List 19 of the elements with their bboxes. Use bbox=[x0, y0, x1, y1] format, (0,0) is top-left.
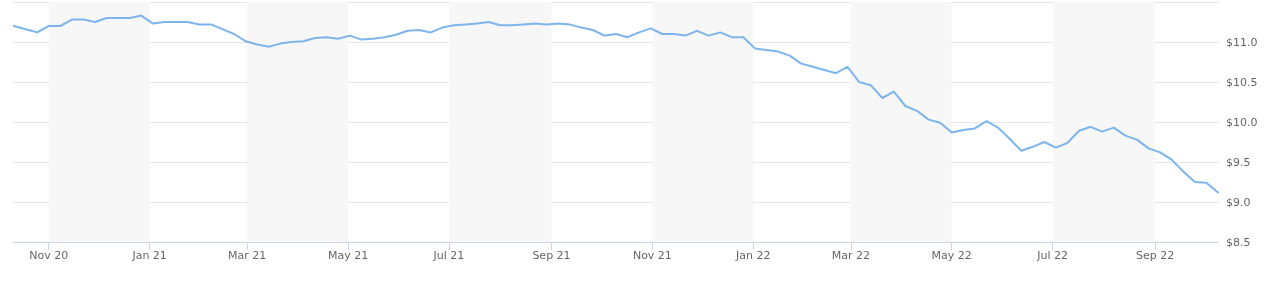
x-tick-label: May 21 bbox=[327, 249, 369, 262]
x-tick-label: Nov 21 bbox=[632, 249, 672, 262]
x-tick-label: Jul 21 bbox=[432, 249, 465, 262]
y-tick-label: $10.0 bbox=[1226, 115, 1258, 129]
x-tick-label: Jul 22 bbox=[1036, 249, 1068, 262]
y-tick-label: $9.0 bbox=[1226, 195, 1251, 209]
x-tick-label: Sep 21 bbox=[532, 249, 571, 262]
x-tick-label: Jan 21 bbox=[131, 249, 167, 262]
y-tick-label: $8.5 bbox=[1226, 235, 1251, 249]
x-tick-label: Sep 22 bbox=[1136, 249, 1175, 262]
line-series bbox=[13, 14, 1219, 194]
x-tick-label: Nov 20 bbox=[29, 249, 69, 262]
x-tick-label: May 22 bbox=[931, 249, 972, 262]
y-tick-label: $9.5 bbox=[1226, 155, 1251, 169]
x-tick-label: Mar 22 bbox=[831, 249, 870, 262]
y-tick-label: $11.0 bbox=[1226, 35, 1258, 49]
x-tick-label: Mar 21 bbox=[228, 249, 267, 262]
x-tick-label: Jan 22 bbox=[735, 249, 771, 262]
y-tick-label: $10.5 bbox=[1226, 75, 1258, 89]
